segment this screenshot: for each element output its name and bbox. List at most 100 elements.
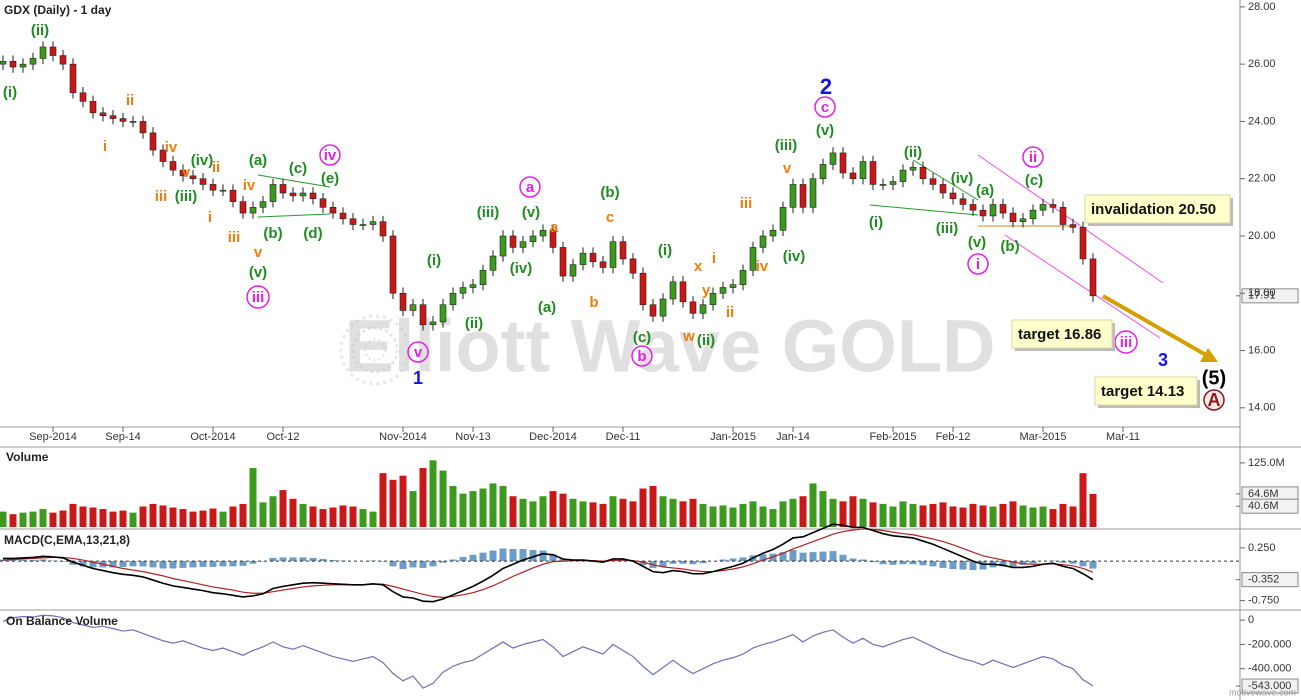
candle-body <box>379 221 387 237</box>
wave-label: iii <box>228 229 241 246</box>
histogram-bar <box>909 561 917 565</box>
volume-bar <box>679 501 687 527</box>
candle-body <box>729 284 737 288</box>
y-tick-label: 14.00 <box>1248 402 1276 414</box>
histogram-bar <box>759 554 767 562</box>
x-tick-label: Dec-2014 <box>529 431 577 443</box>
y-tick-label: 20.00 <box>1248 230 1276 242</box>
value-tag-label: -543.000 <box>1248 680 1291 692</box>
volume-bar <box>109 511 117 527</box>
wave-label: iii <box>740 195 753 212</box>
volume-bar <box>329 507 337 527</box>
candle-body <box>969 204 977 211</box>
histogram-bar <box>639 561 647 566</box>
volume-bar <box>229 506 237 527</box>
y-tick-label: 16.00 <box>1248 344 1276 356</box>
box <box>1084 194 1231 224</box>
candle-body <box>29 58 37 65</box>
x-tick-label: Jan-2015 <box>710 431 756 443</box>
wave-label: iii <box>155 188 168 205</box>
candle-body <box>789 184 797 208</box>
candle-body <box>449 292 457 306</box>
y-tick-label: 0.250 <box>1248 542 1276 554</box>
volume-bar <box>219 511 227 527</box>
volume-bar <box>1049 509 1057 527</box>
volume-bar <box>719 505 727 527</box>
volume-bar <box>929 503 937 527</box>
histogram-bar <box>79 561 87 567</box>
volume-bar <box>909 503 917 527</box>
candle-body <box>169 161 177 171</box>
wave-label: v <box>182 164 191 181</box>
candle-body <box>769 229 777 237</box>
volume-bar <box>39 509 47 527</box>
volume-bar <box>459 493 467 527</box>
histogram-bar <box>29 560 37 562</box>
annotation-circle <box>407 341 429 363</box>
volume-bar <box>19 512 27 527</box>
volume-bar <box>119 510 127 527</box>
wave-label: (a) <box>249 152 267 169</box>
volume-bar <box>949 506 957 527</box>
annotation-circle <box>319 144 341 166</box>
wave-label: (b) <box>1000 238 1019 255</box>
volume-bar <box>899 501 907 527</box>
candle-body <box>669 281 677 300</box>
volume-bar <box>639 488 647 527</box>
volume-bar <box>1089 493 1097 527</box>
wave-label: (b) <box>600 184 619 201</box>
y-tick-label: 26.00 <box>1248 58 1276 70</box>
wave-label: (i) <box>427 252 441 269</box>
candle-body <box>589 252 597 263</box>
histogram-bar <box>1019 561 1027 565</box>
histogram-bar <box>869 561 877 563</box>
candle-body <box>539 229 547 237</box>
candle-body <box>919 166 927 180</box>
histogram-bar <box>549 554 557 562</box>
volume-bar <box>149 503 157 527</box>
candle-body <box>389 235 397 294</box>
panel-title: GDX (Daily) - 1 day <box>4 3 112 17</box>
histogram-bar <box>699 561 707 564</box>
volume-bar <box>659 496 667 527</box>
decorations: Elliott Wave GOLD <box>257 154 1218 388</box>
wave-label: (ii) <box>31 22 49 39</box>
volume-bar <box>179 509 187 527</box>
x-tick-label: Sep-2014 <box>29 431 77 443</box>
candle-body <box>649 304 657 317</box>
candle-body <box>469 284 477 288</box>
candle-body <box>319 198 327 208</box>
histogram-bar <box>469 554 477 562</box>
histogram-bar <box>919 561 927 566</box>
wave-label: c <box>606 209 614 226</box>
wave-label: (iii) <box>477 204 500 221</box>
wave-label: (i) <box>658 242 672 259</box>
watermark-logo <box>339 314 411 386</box>
wave-label: 2 <box>820 74 832 99</box>
candle-body <box>349 218 357 225</box>
histogram-bar <box>219 561 227 567</box>
annotation-circle <box>1203 389 1225 411</box>
candle-body <box>199 178 207 185</box>
volume-bar <box>889 506 897 527</box>
volume-bar <box>979 505 987 527</box>
panel-title: MACD(C,EMA,13,21,8) <box>4 533 130 547</box>
candle-body <box>129 121 137 123</box>
wave-label: ii <box>212 159 220 176</box>
histogram-bar <box>419 561 427 568</box>
histogram-bar <box>969 561 977 571</box>
wave-label: (v) <box>249 264 267 281</box>
panel-title: On Balance Volume <box>6 614 118 628</box>
histogram-bar <box>929 561 937 567</box>
candle-body <box>339 212 347 220</box>
volume-bar <box>549 491 557 527</box>
histogram-bar <box>379 561 387 562</box>
histogram-bar <box>449 559 457 562</box>
wave-label: iv <box>324 147 337 164</box>
volume-bar <box>189 511 197 527</box>
candle-body <box>809 178 817 208</box>
volume-bar <box>579 501 587 527</box>
candle-body <box>619 241 627 260</box>
histogram-bar <box>809 552 817 562</box>
